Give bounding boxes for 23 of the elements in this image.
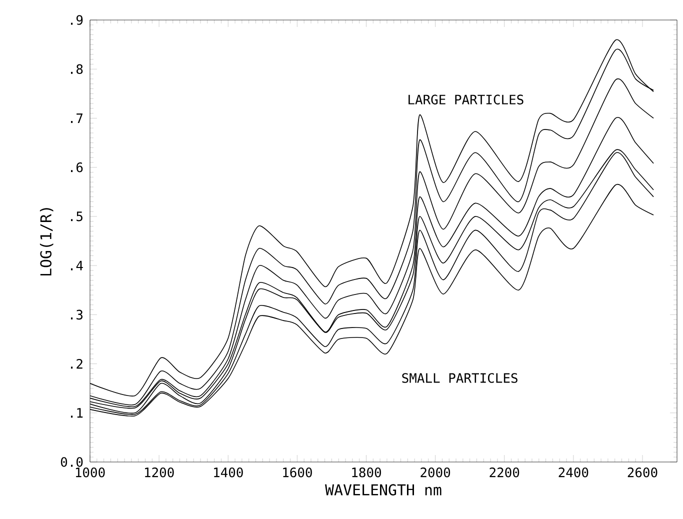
y-tick-label: .6 (70, 162, 83, 172)
y-tick-label: .2 (70, 358, 82, 369)
annotation: SMALL PARTICLES (402, 373, 518, 383)
y-tick-label: .5 (70, 212, 82, 222)
x-tick-label: 1000 (76, 468, 105, 478)
x-axis-title: WAVELENGTH nm (325, 484, 442, 496)
x-tick-label: 2000 (420, 468, 450, 478)
y-tick-label: .4 (70, 260, 83, 270)
y-tick-label: 0.0 (60, 457, 83, 467)
y-tick-label: .8 (70, 64, 83, 74)
x-tick-label: 1400 (214, 468, 243, 478)
x-tick-label: 2600 (628, 468, 658, 478)
y-tick-label: .9 (70, 15, 83, 25)
y-tick-label: .1 (70, 408, 83, 418)
x-tick-label: 1800 (352, 468, 381, 478)
x-tick-label: 2400 (558, 468, 588, 478)
annotation: LARGE PARTICLES (408, 94, 524, 104)
y-tick-label: .3 (70, 310, 83, 320)
y-axis-title: LOG(1/R) (40, 208, 54, 276)
x-tick-label: 1200 (145, 468, 174, 478)
x-tick-label: 1600 (283, 468, 312, 478)
y-tick-label: .7 (70, 114, 83, 123)
x-tick-label: 2200 (490, 468, 520, 478)
